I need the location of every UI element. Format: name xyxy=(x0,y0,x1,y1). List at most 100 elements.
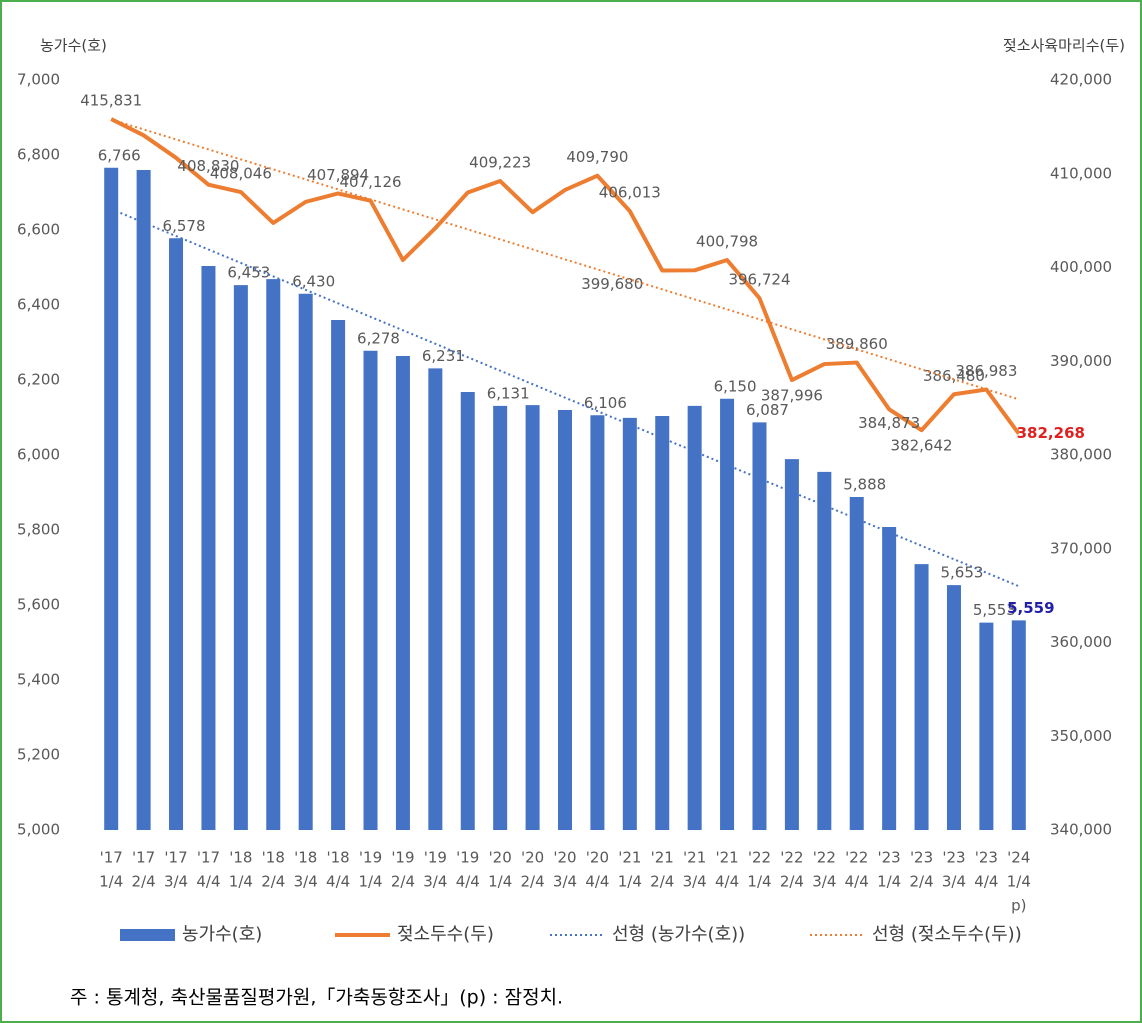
x-tick-label: 4/4 xyxy=(326,873,350,891)
bar-label: 6,131 xyxy=(487,384,530,402)
y-tick-label: 6,000 xyxy=(17,446,60,464)
x-tick-label: 3/4 xyxy=(423,873,447,891)
x-tick-label: '20 xyxy=(553,849,576,867)
x-tick-label: 3/4 xyxy=(294,873,318,891)
bar-label: 6,150 xyxy=(714,377,757,395)
y-tick-label: 6,600 xyxy=(17,221,60,239)
bar xyxy=(201,266,216,830)
bar xyxy=(590,415,605,830)
line-label: 386,480 xyxy=(923,367,985,385)
x-tick-label: '22 xyxy=(780,849,803,867)
bar-label: 5,553 xyxy=(973,601,1016,619)
x-tick-label: '17 xyxy=(132,849,155,867)
x-tick-label: '19 xyxy=(391,849,414,867)
bar-label: 6,231 xyxy=(422,347,465,365)
x-tick-label: 4/4 xyxy=(585,873,609,891)
x-tick-label: '21 xyxy=(651,849,674,867)
bar-label: 5,888 xyxy=(843,476,886,494)
x-tick-label: 4/4 xyxy=(456,873,480,891)
line-label: 406,013 xyxy=(599,184,661,202)
bar-label: 6,578 xyxy=(163,217,206,235)
x-tick-label: '22 xyxy=(748,849,771,867)
bar xyxy=(331,320,346,830)
x-tick-label: '23 xyxy=(975,849,998,867)
legend-swatch xyxy=(120,929,175,941)
bar xyxy=(817,471,832,830)
y-tick-label: 6,800 xyxy=(17,146,60,164)
line-label: 399,680 xyxy=(581,275,643,293)
y-tick-label: 6,400 xyxy=(17,296,60,314)
x-tick-label: 3/4 xyxy=(164,873,188,891)
y2-tick-label: 350,000 xyxy=(1050,727,1112,745)
x-tick-label: '17 xyxy=(197,849,220,867)
line-label: 408,046 xyxy=(210,165,272,183)
bar xyxy=(1011,620,1026,830)
line-label: 415,831 xyxy=(80,92,142,110)
y-tick-label: 5,600 xyxy=(17,596,60,614)
bar xyxy=(946,585,961,830)
x-tick-label: '20 xyxy=(521,849,544,867)
line-label: 400,798 xyxy=(696,233,758,251)
trendline xyxy=(110,208,1020,588)
x-tick-label: 3/4 xyxy=(553,873,577,891)
trendline xyxy=(110,118,1020,401)
y2-tick-label: 340,000 xyxy=(1050,821,1112,839)
bar-label: 5,559 xyxy=(1007,599,1054,617)
bar-label: 6,087 xyxy=(746,401,789,419)
bar-label: 5,653 xyxy=(940,564,983,582)
bar xyxy=(395,356,410,830)
y-tick-label: 5,000 xyxy=(17,821,60,839)
x-tick-label: 4/4 xyxy=(845,873,869,891)
line-label: 409,790 xyxy=(566,148,628,166)
x-tick-label: '20 xyxy=(586,849,609,867)
line-label: 386,983 xyxy=(955,362,1017,380)
x-tick-label: '21 xyxy=(715,849,738,867)
bar xyxy=(784,459,799,830)
bar xyxy=(752,422,767,830)
y2-tick-label: 400,000 xyxy=(1050,258,1112,276)
x-tick-label: 3/4 xyxy=(683,873,707,891)
bar xyxy=(914,564,929,830)
bar xyxy=(493,405,508,830)
line-label: 408,830 xyxy=(177,157,239,175)
line-label: 382,268 xyxy=(1017,424,1085,442)
x-tick-label: '23 xyxy=(910,849,933,867)
x-tick-label: 4/4 xyxy=(974,873,998,891)
line-label: 389,860 xyxy=(826,335,888,353)
line xyxy=(110,117,1021,435)
legend-label: 젖소두수(두) xyxy=(397,924,494,945)
y-tick-label: 7,000 xyxy=(17,71,60,89)
x-tick-label: '18 xyxy=(262,849,285,867)
bar-label: 6,766 xyxy=(98,146,141,164)
bar xyxy=(266,279,281,830)
bar xyxy=(169,238,184,830)
bar xyxy=(720,398,735,830)
bar xyxy=(687,405,702,830)
footnote: 주 : 통계청, 축산물품질평가원,「가축동향조사」(p) : 잠정치. xyxy=(70,987,563,1009)
line-label: 384,873 xyxy=(858,414,920,432)
x-tick-label: p) xyxy=(1011,897,1026,915)
line-label: 382,642 xyxy=(891,437,953,455)
x-tick-label: '19 xyxy=(359,849,382,867)
y2-tick-label: 420,000 xyxy=(1050,71,1112,89)
bar xyxy=(136,170,151,830)
x-tick-label: 2/4 xyxy=(650,873,674,891)
bar xyxy=(363,350,378,830)
x-tick-label: 3/4 xyxy=(942,873,966,891)
x-tick-label: '20 xyxy=(489,849,512,867)
y2-tick-label: 410,000 xyxy=(1050,164,1112,182)
legend-label: 선형 (농가수(호)) xyxy=(612,924,745,945)
x-tick-label: '21 xyxy=(618,849,641,867)
x-tick-label: 1/4 xyxy=(229,873,253,891)
bar xyxy=(298,293,313,830)
x-tick-label: 1/4 xyxy=(99,873,123,891)
x-tick-label: 2/4 xyxy=(132,873,156,891)
x-tick-label: '18 xyxy=(326,849,349,867)
x-tick-label: '21 xyxy=(683,849,706,867)
bar xyxy=(622,417,637,830)
x-tick-label: 4/4 xyxy=(715,873,739,891)
x-tick-label: '22 xyxy=(845,849,868,867)
line-label: 407,126 xyxy=(340,173,402,191)
bar xyxy=(882,527,897,830)
y2-tick-label: 390,000 xyxy=(1050,352,1112,370)
